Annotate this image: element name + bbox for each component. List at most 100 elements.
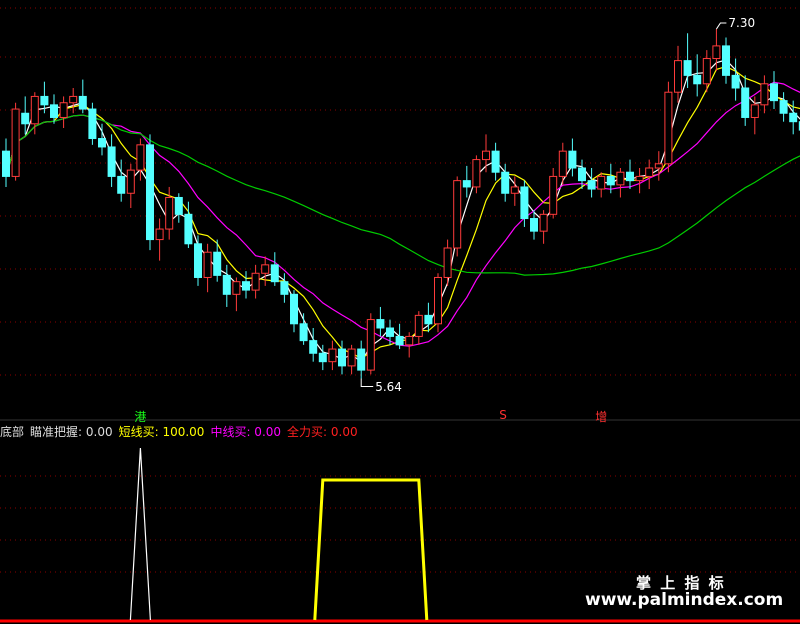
candle-75 bbox=[722, 37, 730, 84]
candle-body bbox=[69, 95, 78, 104]
candle-10 bbox=[98, 123, 106, 156]
candle-body bbox=[606, 175, 615, 186]
candle-49 bbox=[472, 155, 481, 194]
candle-body bbox=[78, 95, 87, 110]
candle-body bbox=[117, 175, 126, 194]
candle-body bbox=[174, 196, 183, 215]
candle-body bbox=[587, 180, 596, 190]
candle-body bbox=[194, 243, 202, 278]
signal-marker-0: 港 bbox=[134, 410, 147, 424]
candle-18 bbox=[174, 193, 183, 223]
candle-82 bbox=[789, 100, 798, 135]
candle-body bbox=[779, 100, 788, 114]
candle-52 bbox=[501, 163, 510, 202]
candle-42 bbox=[405, 332, 414, 358]
indicator-spike bbox=[129, 447, 151, 621]
candle-56 bbox=[539, 210, 548, 244]
candle-body bbox=[280, 281, 289, 295]
candle-body bbox=[539, 213, 548, 232]
candle-24 bbox=[232, 277, 241, 312]
candle-body bbox=[501, 171, 510, 194]
candle-13 bbox=[126, 163, 135, 208]
candle-78 bbox=[750, 96, 759, 135]
candle-body bbox=[731, 74, 740, 89]
candle-body bbox=[491, 150, 500, 173]
candle-body bbox=[722, 45, 730, 76]
candle-26 bbox=[251, 264, 260, 299]
candle-body bbox=[184, 213, 193, 245]
candle-51 bbox=[491, 142, 500, 181]
candle-body bbox=[203, 251, 212, 278]
candle-body bbox=[347, 348, 356, 367]
indicator-plateau bbox=[313, 478, 429, 621]
indicator-legend-item-2: 短线买: 100.00 bbox=[118, 425, 205, 439]
candle-body bbox=[568, 150, 577, 169]
candle-22 bbox=[213, 239, 222, 282]
candle-70 bbox=[674, 45, 682, 103]
candle-8 bbox=[78, 79, 87, 114]
candle-body bbox=[232, 281, 241, 295]
candle-31 bbox=[299, 313, 308, 345]
candle-body bbox=[2, 150, 10, 177]
candle-40 bbox=[386, 319, 394, 345]
candle-body bbox=[510, 186, 519, 194]
candle-81 bbox=[779, 92, 788, 122]
candle-16 bbox=[155, 218, 164, 261]
watermark-title: 掌 上 指 标 bbox=[636, 574, 726, 592]
candle-35 bbox=[338, 340, 346, 375]
candle-body bbox=[270, 264, 279, 283]
candle-37 bbox=[357, 340, 366, 379]
candle-80 bbox=[770, 71, 778, 110]
candle-79 bbox=[760, 75, 769, 114]
candle-61 bbox=[587, 168, 596, 198]
candle-body bbox=[299, 323, 308, 342]
candle-44 bbox=[424, 302, 433, 333]
candle-body bbox=[664, 91, 673, 165]
candle-body bbox=[309, 340, 318, 354]
candle-body bbox=[318, 352, 327, 363]
candle-body bbox=[702, 58, 711, 85]
candle-body bbox=[741, 87, 750, 118]
indicator-legend-item-0: 底部 bbox=[0, 425, 25, 439]
candle-body bbox=[213, 251, 222, 276]
candle-body bbox=[645, 167, 654, 177]
candle-body bbox=[386, 327, 394, 337]
candle-60 bbox=[578, 159, 586, 190]
candle-3 bbox=[30, 92, 39, 135]
candle-28 bbox=[270, 252, 279, 286]
ma-mid-line bbox=[5, 81, 800, 347]
candle-body bbox=[789, 112, 798, 123]
indicator-legend-item-1: 瞄准把握: 0.00 bbox=[30, 425, 113, 439]
candle-body bbox=[59, 102, 68, 118]
candle-20 bbox=[194, 235, 202, 286]
candle-66 bbox=[635, 168, 644, 194]
candle-body bbox=[338, 348, 346, 367]
candle-73 bbox=[702, 50, 711, 93]
candle-body bbox=[597, 175, 606, 190]
candle-17 bbox=[165, 186, 174, 240]
candle-body bbox=[366, 319, 375, 371]
candle-77 bbox=[741, 75, 750, 126]
candle-body bbox=[453, 180, 462, 249]
candle-body bbox=[472, 159, 481, 188]
candle-body bbox=[520, 186, 529, 220]
candle-body bbox=[126, 169, 135, 194]
candle-body bbox=[376, 319, 385, 329]
candle-27 bbox=[261, 256, 270, 286]
candle-body bbox=[558, 150, 567, 177]
candle-9 bbox=[88, 102, 97, 145]
candle-54 bbox=[520, 180, 529, 227]
ma-fast-line bbox=[5, 59, 800, 363]
candle-30 bbox=[290, 290, 298, 333]
candle-body bbox=[290, 293, 298, 325]
candle-32 bbox=[309, 328, 318, 362]
ma-long-line bbox=[5, 114, 800, 276]
candle-41 bbox=[395, 323, 404, 350]
candle-body bbox=[405, 335, 414, 346]
candle-body bbox=[530, 218, 538, 232]
candle-2 bbox=[21, 96, 30, 135]
high-marker-line bbox=[715, 22, 727, 30]
candle-body bbox=[40, 95, 49, 106]
candle-body bbox=[626, 171, 634, 182]
